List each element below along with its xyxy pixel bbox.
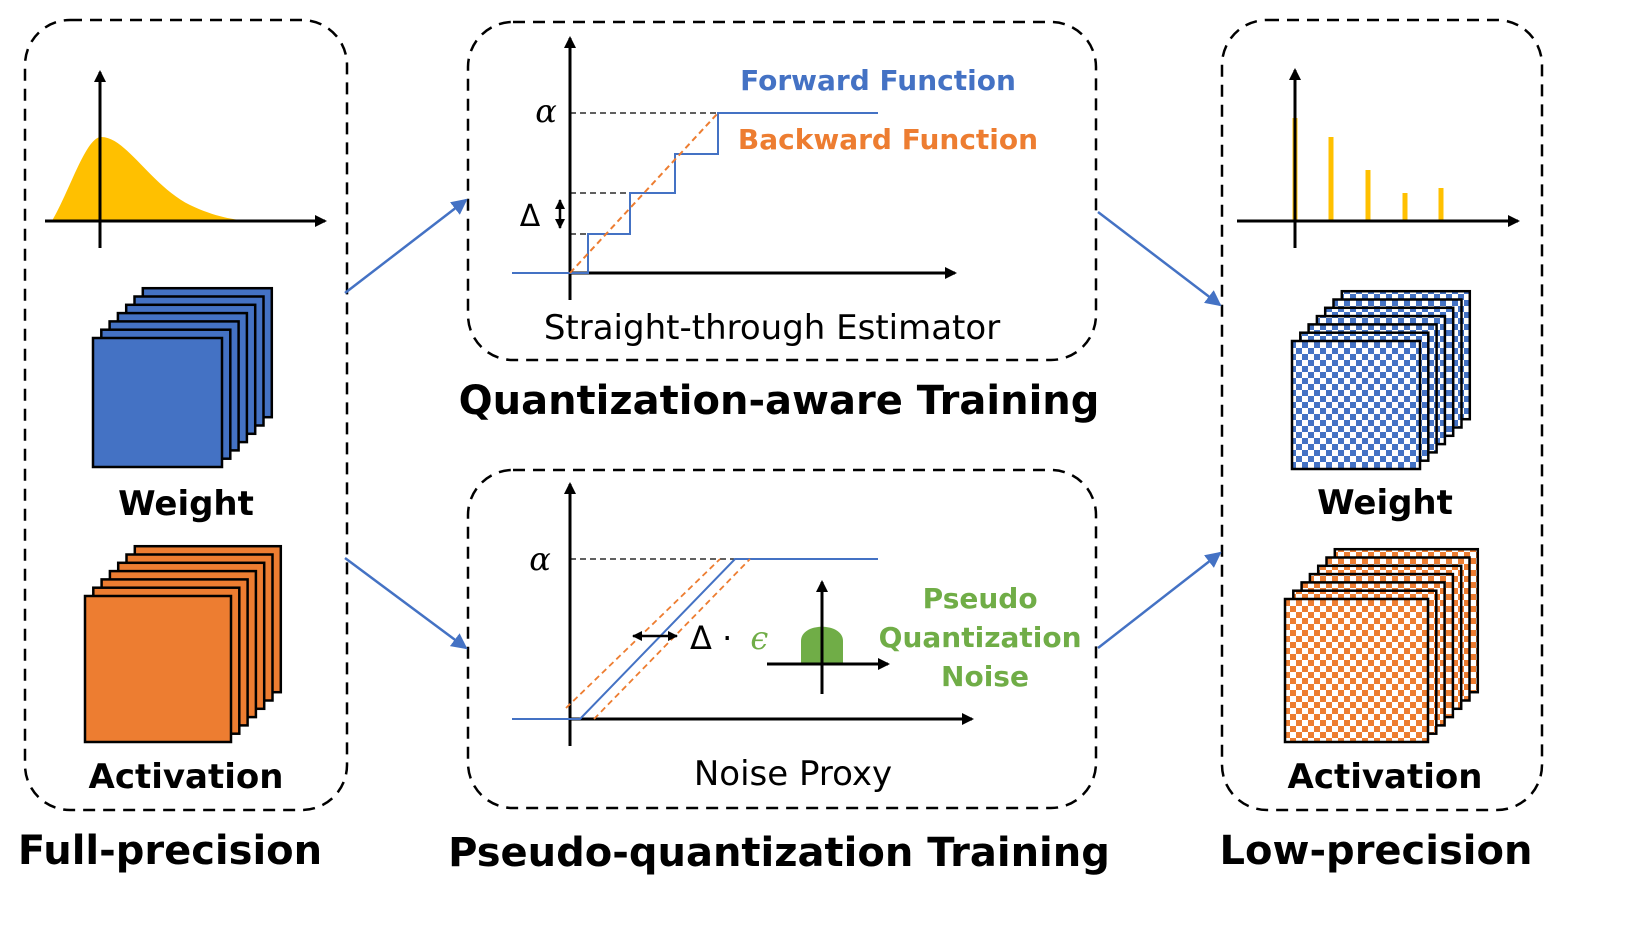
continuous-distribution-plot: [45, 70, 327, 248]
noise-epsilon: ϵ: [750, 619, 768, 657]
ste-box: [466, 20, 1098, 362]
full-precision-caption: Full-precision: [18, 828, 322, 874]
ste-delta-label: Δ: [520, 199, 541, 234]
noise-band-left: [565, 558, 721, 709]
right-activation-label: Activation: [1288, 757, 1483, 797]
activation-tensor-stack: [83, 544, 283, 744]
distribution-curve: [52, 136, 250, 221]
quantized-weight-stack: [1290, 289, 1472, 471]
full-precision-panel: Weight Activation: [23, 18, 349, 812]
pseudo-quantization-noise-label: Pseudo Quantization Noise: [879, 582, 1092, 693]
noise-distribution-plot: [767, 580, 890, 694]
pqt-caption: Pseudo-quantization Training: [448, 830, 1110, 876]
noise-alpha-label: α: [529, 540, 551, 578]
forward-function-label: Forward Function: [740, 64, 1016, 97]
quantized-weight-sheet-7: [1290, 339, 1422, 471]
noise-label-line-1: Pseudo: [923, 582, 1038, 615]
ste-panel: Δ α Forward Function Backward Function S…: [466, 20, 1098, 362]
weight-sheet-7: [91, 336, 224, 469]
low-precision-caption: Low-precision: [1220, 828, 1533, 874]
arrow-fp-to-qat: [344, 198, 468, 294]
noise-proxy-panel: Δ · ϵ α Pseudo Quantization Noise Noise …: [466, 468, 1098, 810]
activation-sheet-7: [83, 594, 233, 744]
noise-proxy-box: [466, 468, 1098, 810]
low-precision-panel: Weight Activation: [1220, 18, 1544, 812]
arrow-fp-to-pqt: [344, 556, 468, 650]
full-precision-box: [23, 18, 349, 812]
ste-backward-line: [569, 112, 719, 274]
arrow-pqt-to-lp: [1097, 551, 1222, 649]
right-weight-label: Weight: [1317, 483, 1453, 523]
low-precision-box: [1220, 18, 1544, 812]
noise-delta-eps-label: Δ · ϵ: [690, 619, 768, 657]
noise-delta-prefix: Δ ·: [690, 619, 732, 657]
left-activation-label: Activation: [89, 757, 284, 797]
qat-caption: Quantization-aware Training: [459, 378, 1100, 424]
arrow-qat-to-lp: [1097, 211, 1222, 307]
noise-label-line-2: Quantization: [879, 621, 1082, 654]
discrete-distribution-plot: [1237, 68, 1520, 248]
ste-forward-staircase: [512, 112, 878, 274]
quantized-activation-stack: [1283, 547, 1480, 744]
quantized-activation-sheet-7: [1283, 597, 1430, 744]
noise-proxy-title: Noise Proxy: [694, 754, 892, 794]
left-weight-label: Weight: [118, 484, 254, 524]
ste-title: Straight-through Estimator: [544, 308, 1000, 348]
weight-tensor-stack: [91, 286, 274, 469]
ste-alpha-label: α: [535, 92, 557, 130]
backward-function-label: Backward Function: [738, 123, 1038, 156]
noise-label-line-3: Noise: [941, 660, 1029, 693]
